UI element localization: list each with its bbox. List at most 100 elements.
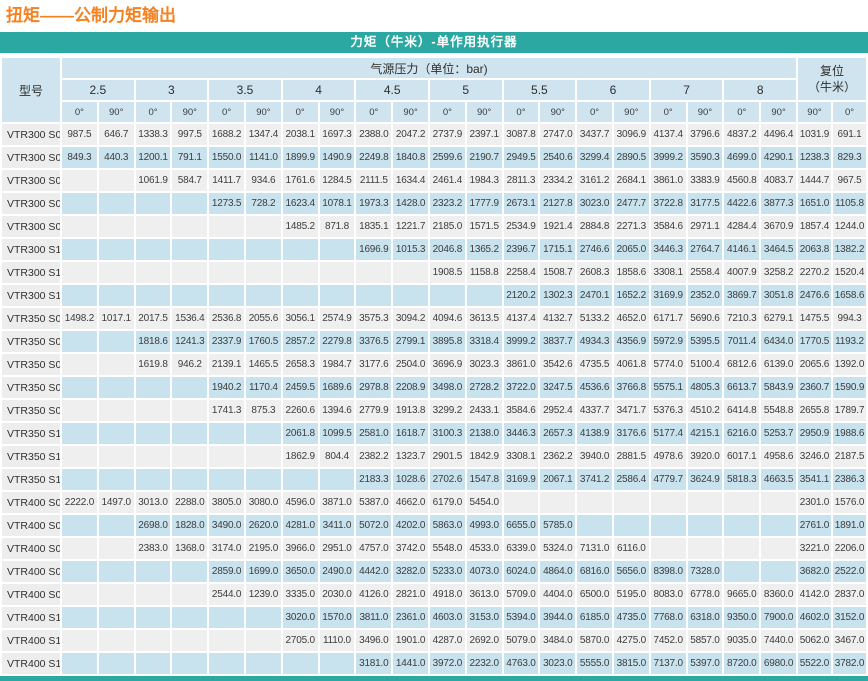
value-cell: [62, 239, 97, 260]
value-cell: 5177.4: [650, 423, 686, 444]
air-pressure-header: 气源压力（单位：bar): [62, 58, 796, 78]
table-row: VTR300 S11 1908.51158.82258.41508.72608.3…: [2, 262, 866, 283]
value-cell: 3490.0: [209, 515, 244, 536]
value-cell: 2337.9: [209, 331, 244, 352]
value-cell: 3999.2: [503, 331, 539, 352]
value-cell: [62, 216, 97, 237]
value-cell: 2522.0: [832, 561, 866, 582]
value-cell: [245, 446, 281, 467]
value-cell: [98, 377, 134, 398]
value-cell: 4284.4: [724, 216, 760, 237]
value-cell: 2544.0: [209, 584, 244, 605]
value-cell: 2799.1: [393, 331, 428, 352]
value-cell: [172, 561, 208, 582]
value-cell: 4805.3: [687, 377, 723, 398]
value-cell: 1835.1: [356, 216, 392, 237]
value-cell: 3895.8: [429, 331, 465, 352]
value-cell: [172, 423, 208, 444]
value-cell: [135, 607, 171, 628]
value-cell: 4757.0: [356, 538, 392, 559]
value-cell: 1394.6: [319, 400, 355, 421]
value-cell: 3869.7: [724, 285, 760, 306]
page-title: 扭矩——公制力矩输出: [6, 6, 176, 25]
value-cell: 1652.2: [613, 285, 649, 306]
value-cell: [209, 653, 244, 674]
value-cell: 6179.0: [429, 492, 465, 513]
value-cell: 3796.6: [687, 124, 723, 145]
value-cell: 2490.0: [319, 561, 355, 582]
value-cell: 1015.3: [393, 239, 428, 260]
value-cell: 2658.3: [282, 354, 318, 375]
value-cell: [245, 469, 281, 490]
value-cell: [319, 653, 355, 674]
value-cell: 4934.3: [577, 331, 612, 352]
value-cell: 2951.0: [319, 538, 355, 559]
value-cell: [466, 285, 502, 306]
value-cell: [62, 331, 97, 352]
table-row: VTR350 S08 1940.21170.42459.51689.62978.8…: [2, 377, 866, 398]
value-cell: 1105.8: [832, 193, 866, 214]
value-cell: 1689.6: [319, 377, 355, 398]
value-cell: 5785.0: [540, 515, 576, 536]
reset-header-line1: 复位: [819, 64, 844, 78]
model-cell: VTR400 S10: [2, 607, 60, 628]
value-cell: 2890.5: [613, 147, 649, 168]
value-cell: 2949.5: [503, 147, 539, 168]
value-cell: 5656.0: [613, 561, 649, 582]
value-cell: 2183.3: [356, 469, 392, 490]
value-cell: [650, 538, 686, 559]
value-cell: 1623.4: [282, 193, 318, 214]
value-cell: 5690.6: [687, 308, 723, 329]
value-cell: 2857.2: [282, 331, 318, 352]
model-cell: VTR400 S06: [2, 515, 60, 536]
value-cell: 3023.0: [577, 193, 612, 214]
model-cell: VTR400 S08: [2, 561, 60, 582]
value-cell: [172, 262, 208, 283]
value-cell: 3023.0: [540, 653, 576, 674]
value-cell: 5376.3: [650, 400, 686, 421]
value-cell: [135, 561, 171, 582]
value-cell: 8360.0: [761, 584, 796, 605]
value-cell: 1761.6: [282, 170, 318, 191]
value-cell: [98, 653, 134, 674]
value-cell: 5454.0: [466, 492, 502, 513]
value-cell: 2581.0: [356, 423, 392, 444]
value-cell: 1508.7: [540, 262, 576, 283]
value-cell: 3861.0: [503, 354, 539, 375]
value-cell: [577, 515, 612, 536]
value-cell: 6185.0: [577, 607, 612, 628]
value-cell: [282, 469, 318, 490]
value-cell: 3542.6: [540, 354, 576, 375]
value-cell: 3174.0: [209, 538, 244, 559]
value-cell: 1901.0: [393, 630, 428, 651]
reset-deg-header-1: 0°: [832, 102, 866, 122]
value-cell: [724, 561, 760, 582]
value-cell: 1547.8: [466, 469, 502, 490]
value-cell: 2030.0: [319, 584, 355, 605]
value-cell: 1699.0: [245, 561, 281, 582]
value-cell: 4281.0: [282, 515, 318, 536]
value-cell: 8720.0: [724, 653, 760, 674]
value-cell: 2386.3: [832, 469, 866, 490]
value-cell: 691.1: [832, 124, 866, 145]
value-cell: 5062.0: [797, 630, 831, 651]
value-cell: 1550.0: [209, 147, 244, 168]
value-cell: 3944.0: [540, 607, 576, 628]
value-cell: [282, 285, 318, 306]
value-cell: [319, 262, 355, 283]
value-cell: [62, 377, 97, 398]
value-cell: 5253.7: [761, 423, 796, 444]
value-cell: 2657.3: [540, 423, 576, 444]
value-cell: 9665.0: [724, 584, 760, 605]
value-cell: 1715.1: [540, 239, 576, 260]
value-cell: 1651.0: [797, 193, 831, 214]
value-cell: [724, 538, 760, 559]
value-cell: 1444.7: [797, 170, 831, 191]
value-cell: 8083.0: [650, 584, 686, 605]
value-cell: 3023.3: [466, 354, 502, 375]
value-cell: 1485.2: [282, 216, 318, 237]
value-cell: 4837.2: [724, 124, 760, 145]
value-cell: 3722.8: [650, 193, 686, 214]
value-cell: [650, 515, 686, 536]
value-cell: 5387.0: [356, 492, 392, 513]
